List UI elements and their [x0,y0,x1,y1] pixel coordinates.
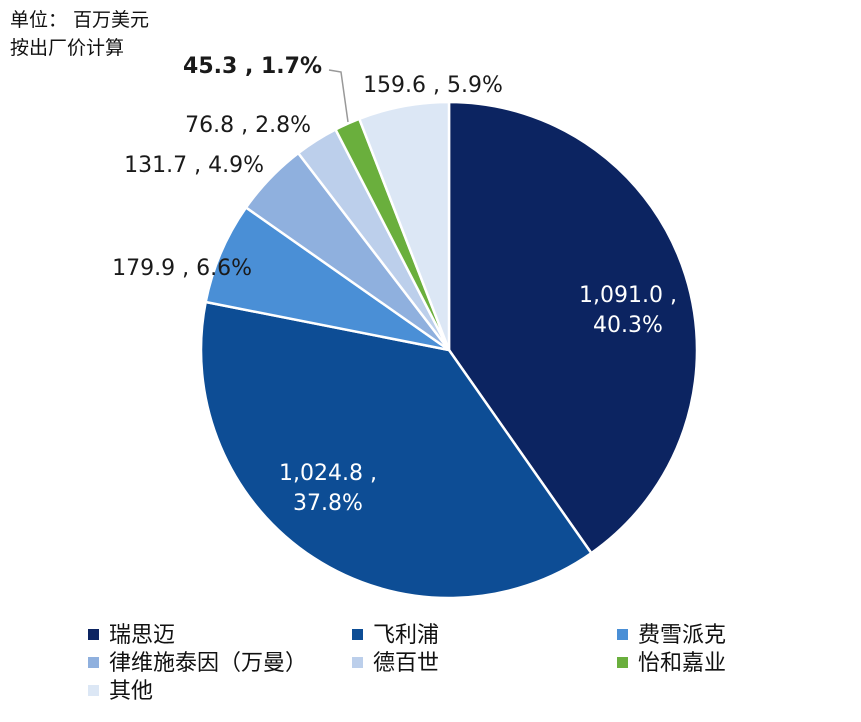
legend-item-6: 其他 [88,678,153,706]
legend-label: 律维施泰因（万曼） [109,651,308,676]
legend-label: 其他 [109,679,154,704]
unit-note: 单位： 百万美元 按出厂价计算 [10,6,149,62]
data-label-6: 159.6 , 5.9% [363,73,503,98]
legend-swatch [88,629,99,640]
pie-slice-0 [447,100,699,555]
data-label-0: 1,091.0 , 40.3% [579,283,677,338]
data-label-1: 1,024.8 , 37.8% [279,461,377,516]
data-label-4: 76.8 , 2.8% [185,113,311,138]
legend-label: 费雪派克 [638,623,727,648]
legend-item-4: 德百世 [352,650,439,678]
basis-line: 按出厂价计算 [10,37,125,59]
data-label-5: 45.3 , 1.7% [183,54,322,79]
legend-item-0: 瑞思迈 [88,622,175,650]
pie-slice-6 [357,100,451,351]
legend-item-3: 律维施泰因（万曼） [88,650,307,678]
legend-item-1: 飞利浦 [352,622,439,650]
leader-line [328,69,349,123]
legend-swatch [617,657,628,668]
legend-label: 德百世 [373,651,440,676]
unit-line: 单位： 百万美元 [10,9,150,31]
legend-swatch [617,629,628,640]
data-label-2: 179.9 , 6.6% [112,256,252,281]
legend-label: 怡和嘉业 [638,651,727,676]
pie-slice-1 [199,300,594,600]
legend-label: 瑞思迈 [109,623,176,648]
data-label-3: 131.7 , 4.9% [124,153,264,178]
legend-swatch [352,657,363,668]
legend-swatch [88,685,99,696]
legend-label: 飞利浦 [373,623,440,648]
legend-item-2: 费雪派克 [617,622,726,650]
legend-swatch [352,629,363,640]
legend-item-5: 怡和嘉业 [617,650,726,678]
legend-swatch [88,657,99,668]
